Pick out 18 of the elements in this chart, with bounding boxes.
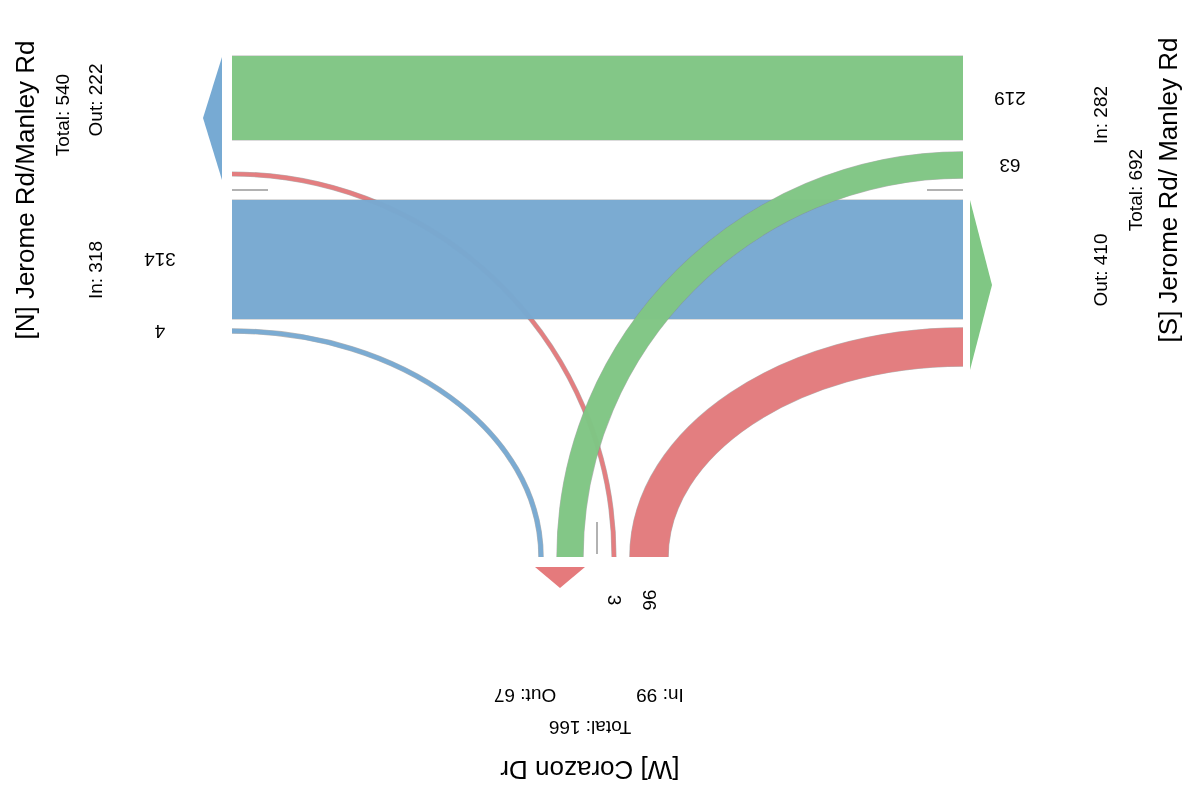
text: Total: 166 <box>548 716 632 738</box>
data-label: 314 <box>143 249 176 270</box>
text: Total: 540 <box>51 73 73 157</box>
text: In: 99 <box>636 684 684 706</box>
data-label: 219 <box>994 87 1026 109</box>
text: In: 318 <box>84 240 106 300</box>
data-label: 3 <box>603 594 625 606</box>
data-label: 63 <box>999 154 1021 176</box>
data-label: 4 <box>154 320 166 342</box>
category-label: [S] Jerome Rd/ Manley Rd <box>1153 37 1183 343</box>
text: Out: 222 <box>84 63 106 137</box>
data-label: 96 <box>638 589 660 611</box>
category-label: [N] Jerome Rd/Manley Rd <box>10 40 40 340</box>
category-label: [W] Corazon Dr <box>500 755 680 785</box>
text: Out: 67 <box>493 684 557 706</box>
text: Out: 410 <box>1089 233 1111 307</box>
text: In: 282 <box>1089 85 1111 145</box>
text: Total: 692 <box>1124 148 1146 232</box>
